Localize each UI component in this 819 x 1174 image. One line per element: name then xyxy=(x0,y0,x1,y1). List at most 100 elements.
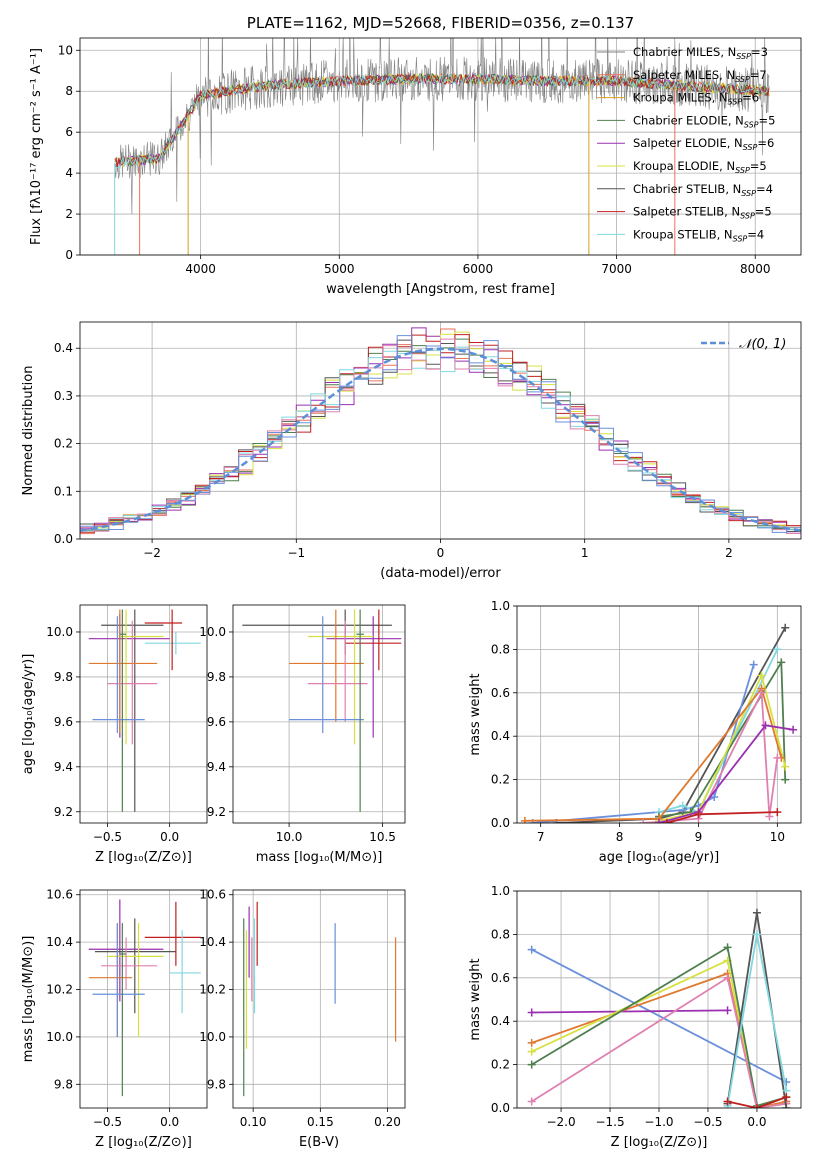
legend-label: Salpeter ELODIE, NSSP=6 xyxy=(633,136,774,152)
axes-residuals: −2 −1 0 1 2 0.0 0.1 0.2 0.3 0.4 (data-model)/error… xyxy=(21,321,802,581)
legend-label-main: Salpeter STELIB, N xyxy=(633,205,740,219)
y-tick-label: 9.6 xyxy=(54,715,73,729)
x-tick-label: 10 xyxy=(770,830,785,844)
x-tick-label: 7 xyxy=(537,830,545,844)
x-axis-label: Z [log₁₀(Z/Z⊙)] xyxy=(611,1135,708,1150)
mass-weight-marker xyxy=(777,658,786,667)
mass-weight-marker xyxy=(752,908,761,917)
model-line xyxy=(114,73,770,168)
y-tick-label: 0.2 xyxy=(491,773,510,787)
y-tick-label: 8 xyxy=(65,84,73,98)
axes-mw-age: 7 8 9 10 0.0 0.2 0.4 0.6 0.8 1.0 age [log₁₀(age/yr… xyxy=(468,599,802,865)
y-tick-label: 4 xyxy=(65,166,73,180)
axes-z-mass: −0.5 0.0 9.8 10.0 10.2 10.4 10.6 Z [log₁₀(Z/Z⊙)… xyxy=(21,888,208,1150)
mass-weight-line xyxy=(727,1096,787,1108)
mass-weight-marker xyxy=(781,623,790,632)
y-tick-label: 10.4 xyxy=(199,935,226,949)
y-tick-label: 0.0 xyxy=(491,816,510,830)
legend-label-tail: =4 xyxy=(756,182,773,196)
legend-label-tail: =7 xyxy=(750,68,767,82)
mass-weight-marker xyxy=(782,1077,791,1086)
legend-label-sub: SSP xyxy=(736,52,751,61)
mass-weight-line xyxy=(658,672,787,822)
x-tick-label: −0.5 xyxy=(93,830,122,844)
legend-label-sub: SSP xyxy=(735,75,750,84)
axes-frame xyxy=(516,605,802,824)
y-tick-label: 0.2 xyxy=(54,437,73,451)
y-tick-label: 10.2 xyxy=(199,983,226,997)
x-axis-label: mass [log₁₀(M/M⊙)] xyxy=(256,850,383,865)
mass-weight-marker xyxy=(752,1104,761,1108)
legend-label-tail: =5 xyxy=(755,205,772,219)
legend-label-tail: =4 xyxy=(747,227,764,241)
model-line xyxy=(114,72,770,168)
mass-weight-marker xyxy=(527,1038,536,1047)
legend-label-sub: SSP xyxy=(741,189,756,198)
y-tick-label: 9.2 xyxy=(54,805,73,819)
y-axis-label: Normed distribution xyxy=(21,366,36,496)
y-tick-label: 10.6 xyxy=(46,888,73,902)
y-tick-label: 10.0 xyxy=(199,1030,226,1044)
legend-label-main: Salpeter MILES, N xyxy=(633,68,735,82)
y-tick-label: 0.4 xyxy=(54,341,73,355)
mass-weight-marker xyxy=(710,792,719,801)
legend-label-sub: SSP xyxy=(743,143,758,152)
legend-label: Chabrier STELIB, NSSP=4 xyxy=(633,182,773,198)
y-tick-label: 10.2 xyxy=(46,983,73,997)
y-tick-label: 9.2 xyxy=(207,805,226,819)
mass-weight-line xyxy=(531,948,787,1083)
mass-weight-marker xyxy=(773,645,782,654)
mass-weight-marker xyxy=(765,812,774,821)
legend-label-main: Chabrier STELIB, N xyxy=(633,182,741,196)
mass-weight-marker xyxy=(694,810,703,819)
x-tick-label: 1 xyxy=(581,546,589,560)
mass-weight-marker xyxy=(781,762,790,771)
legend-label-main: Kroupa STELIB, N xyxy=(633,227,733,241)
plot-area xyxy=(242,609,402,812)
x-tick-label: 0.15 xyxy=(307,1115,334,1129)
y-tick-label: 6 xyxy=(65,125,73,139)
axes-ebv-mass: 0.10 0.15 0.20 9.8 10.0 10.2 10.4 10.6 E(B-V) xyxy=(199,888,406,1150)
mass-weight-marker xyxy=(678,801,687,810)
y-axis-label: mass [log₁₀(M/M⊙)] xyxy=(21,936,36,1063)
mass-weight-line xyxy=(524,686,783,822)
mass-weight-marker xyxy=(527,1047,536,1056)
legend-label: Kroupa MILES, NSSP=6 xyxy=(633,91,759,107)
x-tick-label: −1 xyxy=(287,546,305,560)
legend-label-sub: SSP xyxy=(744,120,759,129)
gridlines xyxy=(80,605,207,823)
y-tick-label: 10.0 xyxy=(199,625,226,639)
legend-label-tail: =3 xyxy=(751,45,768,59)
x-tick-label: 9 xyxy=(695,830,703,844)
y-tick-label: 10.0 xyxy=(46,1030,73,1044)
y-axis-label: mass weight xyxy=(468,673,483,755)
plot-area xyxy=(88,609,201,812)
y-tick-label: 10 xyxy=(58,43,73,57)
x-tick-label: 0.0 xyxy=(747,1115,766,1129)
mass-weight-line xyxy=(531,945,787,1107)
x-tick-label: 4000 xyxy=(185,262,216,276)
legend-label: Kroupa ELODIE, NSSP=5 xyxy=(633,159,767,175)
gridlines xyxy=(80,890,207,1108)
mass-weight-marker xyxy=(723,943,732,952)
y-tick-label: 2 xyxy=(65,207,73,221)
axes-frame xyxy=(79,37,802,256)
x-tick-label: 10.5 xyxy=(369,830,396,844)
legend-label: 𝒩(0, 1) xyxy=(739,337,786,352)
x-tick-label: 6000 xyxy=(463,262,494,276)
mass-weight-line xyxy=(643,689,779,823)
legend-label: Kroupa STELIB, NSSP=4 xyxy=(633,227,764,243)
y-axis-label: mass weight xyxy=(468,958,483,1040)
plot-area xyxy=(88,899,201,1097)
axes-mass-age: 10.0 10.5 9.2 9.4 9.6 9.8 10.0 mass [log₁₀(M/M⊙… xyxy=(199,604,406,865)
plot-area xyxy=(520,623,798,823)
x-tick-label: 0.0 xyxy=(160,1115,179,1129)
axes-z-age: −0.5 0.0 9.2 9.4 9.6 9.8 10.0 Z [log₁₀(Z/Z⊙)] ag… xyxy=(21,604,208,865)
mass-weight-marker xyxy=(761,721,770,730)
y-tick-label: 0.8 xyxy=(491,642,510,656)
legend-label-tail: =5 xyxy=(759,113,776,127)
legend-label-tail: =6 xyxy=(757,136,774,150)
mass-weight-marker xyxy=(655,819,663,823)
axes-frame xyxy=(232,889,406,1109)
